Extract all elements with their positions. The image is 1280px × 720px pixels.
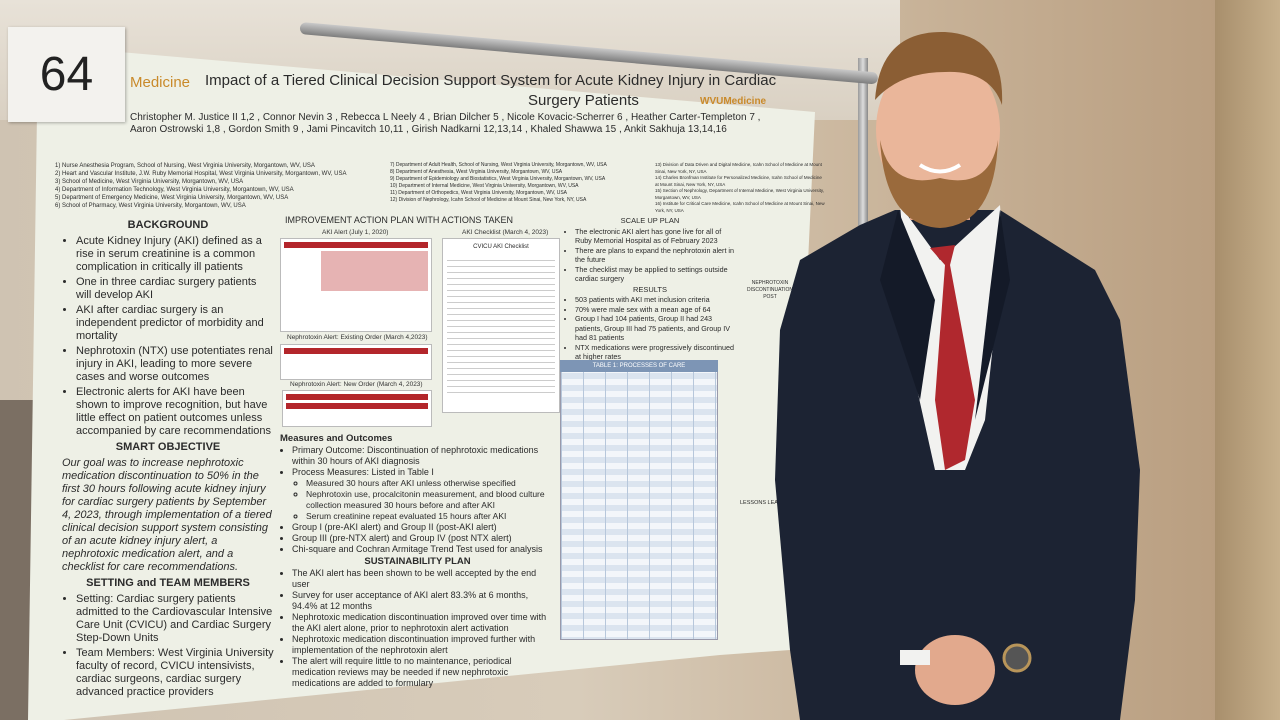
sustainability-heading: SUSTAINABILITY PLAN	[364, 556, 471, 567]
fig3-caption: Nephrotoxin Alert: New Order (March 4, 2…	[290, 381, 423, 388]
authors-line2: Aaron Ostrowski 1,8 , Gordon Smith 9 , J…	[130, 124, 727, 135]
right-column: SCALE UP PLAN The electronic AKI alert h…	[565, 215, 735, 362]
improvement-heading: IMPROVEMENT ACTION PLAN WITH ACTIONS TAK…	[285, 215, 514, 225]
poster-title: Impact of a Tiered Clinical Decision Sup…	[205, 72, 777, 89]
setting-item: Setting: Cardiac surgery patients admitt…	[76, 593, 274, 645]
wristwatch	[1002, 643, 1032, 673]
hand	[915, 635, 995, 705]
affiliation: 3) School of Medicine, West Virginia Uni…	[55, 179, 244, 185]
wall-pillar	[1215, 0, 1280, 720]
table-title: TABLE 1: PROCESSES OF CARE	[560, 360, 718, 372]
scale-up-item: The electronic AKI alert has gone live f…	[575, 227, 735, 246]
background-item: Acute Kidney Injury (AKI) defined as a r…	[76, 235, 274, 274]
affiliations-right: 13) Division of Data Driven and Digital …	[655, 162, 825, 214]
sustainability-item: Survey for user acceptance of AKI alert …	[292, 590, 555, 612]
checklist-caption: AKI Checklist (March 4, 2023)	[462, 229, 549, 236]
authors-line1: Christopher M. Justice II 1,2 , Connor N…	[130, 112, 761, 123]
affiliations-middle: 7) Department of Adult Health, School of…	[390, 162, 650, 214]
affiliation: 14) Charles Bronfman Institute for Perso…	[655, 175, 822, 187]
poster-number-sign: 64	[8, 27, 125, 122]
poster-stand	[858, 58, 868, 318]
scale-up-item: The checklist may be applied to settings…	[575, 265, 735, 284]
aki-alert-figure	[280, 238, 432, 332]
background-item: One in three cardiac surgery patients wi…	[76, 276, 274, 302]
affiliations: 1) Nurse Anesthesia Program, School of N…	[55, 162, 825, 214]
results-item: 503 patients with AKI met inclusion crit…	[575, 295, 735, 305]
presenter	[775, 31, 1140, 720]
nephrotoxin-new-figure	[282, 390, 432, 427]
shirt-cuff	[900, 650, 930, 665]
lapel-right	[975, 210, 1010, 420]
measures-heading: Measures and Outcomes	[280, 433, 393, 444]
background-item: AKI after cardiac surgery is an independ…	[76, 304, 274, 343]
affiliations-left: 1) Nurse Anesthesia Program, School of N…	[55, 162, 385, 214]
affiliation: 4) Department of Information Technology,…	[55, 187, 294, 193]
setting-heading: SETTING and TEAM MEMBERS	[86, 577, 250, 589]
smart-objective-text: Our goal was to increase nephrotoxic med…	[62, 457, 272, 573]
sustainability-item: The AKI alert has been shown to be well …	[292, 568, 555, 590]
lapel-left	[880, 210, 935, 400]
affiliation: 2) Heart and Vascular Institute, J.W. Ru…	[55, 171, 347, 177]
middle-column: Measures and Outcomes Primary Outcome: D…	[280, 432, 555, 689]
beard	[880, 140, 998, 228]
affiliation: 9) Department of Epidemiology and Biosta…	[390, 176, 606, 182]
setting-item: Team Members: West Virginia University f…	[76, 647, 274, 699]
face	[876, 52, 1000, 208]
affiliation: 7) Department of Adult Health, School of…	[390, 162, 607, 168]
sustainability-item: Nephrotoxic medication discontinuation i…	[292, 634, 555, 656]
measures-item: Process Measures: Listed in Table I	[292, 467, 555, 478]
poster-title-line2: Surgery Patients	[528, 92, 639, 109]
aki-checklist-figure: CVICU AKI Checklist	[442, 238, 560, 413]
results-heading: RESULTS	[632, 284, 668, 294]
authors: Christopher M. Justice II 1,2 , Connor N…	[130, 112, 790, 136]
affiliation: 11) Department of Orthopedics, West Virg…	[390, 190, 568, 196]
measures-subitem: Serum creatinine repeat evaluated 15 hou…	[306, 511, 555, 522]
affiliation: 1) Nurse Anesthesia Program, School of N…	[55, 163, 315, 169]
results-item: NTX medications were progressively disco…	[575, 343, 735, 362]
side-chart-title: NEPHROTOXIN DISCONTINUATION POST	[746, 280, 794, 300]
measures-item: Group III (pre-NTX alert) and Group IV (…	[292, 533, 555, 544]
affiliation: 12) Division of Nephrology, Icahn School…	[390, 197, 587, 203]
background-heading: BACKGROUND	[127, 219, 209, 231]
affiliation: 10) Department of Internal Medicine, Wes…	[390, 183, 579, 189]
wvu-medicine-logo: WVUMedicine	[700, 96, 767, 107]
left-column: BACKGROUND Acute Kidney Injury (AKI) def…	[62, 216, 274, 701]
measures-item: Primary Outcome: Discontinuation of neph…	[292, 445, 555, 467]
nephrotoxin-existing-figure	[280, 344, 432, 380]
results-item: 70% were male sex with a mean age of 64	[575, 305, 735, 315]
checklist-title: CVICU AKI Checklist	[473, 244, 529, 250]
medicine-logo: Medicine	[130, 74, 191, 91]
affiliation: 15) Section of Nephrology, Department of…	[655, 188, 824, 200]
fig1-caption: AKI Alert (July 1, 2020)	[322, 229, 389, 236]
scale-up-heading: SCALE UP PLAN	[620, 216, 680, 225]
hair	[875, 31, 1003, 105]
measures-item: Chi-square and Cochran Armitage Trend Te…	[292, 544, 555, 555]
affiliation: 8) Department of Anesthesia, West Virgin…	[390, 169, 563, 175]
smile	[918, 163, 962, 174]
background-item: Nephrotoxin (NTX) use potentiates renal …	[76, 345, 274, 384]
affiliation: 6) School of Pharmacy, West Virginia Uni…	[55, 203, 246, 209]
affiliation: 5) Department of Emergency Medicine, Wes…	[55, 195, 289, 201]
sustainability-item: The alert will require little to no main…	[292, 656, 555, 689]
results-item: Group I had 104 patients, Group II had 2…	[575, 314, 735, 343]
background-item: Electronic alerts for AKI have been show…	[76, 386, 274, 438]
processes-of-care-table	[560, 360, 718, 640]
affiliation: 13) Division of Data Driven and Digital …	[655, 162, 822, 174]
measures-subitem: Measured 30 hours after AKI unless other…	[306, 478, 555, 489]
measures-item: Group I (pre-AKI alert) and Group II (po…	[292, 522, 555, 533]
fig2-caption: Nephrotoxin Alert: Existing Order (March…	[287, 334, 428, 341]
lessons-heading: LESSONS LEARNED	[740, 500, 794, 506]
measures-subitem: Nephrotoxin use, procalcitonin measureme…	[306, 489, 555, 511]
affiliation: 16) Institute for Critical Care Medicine…	[655, 201, 825, 213]
scale-up-item: There are plans to expand the nephrotoxi…	[575, 246, 735, 265]
tie	[930, 245, 975, 470]
smart-objective-heading: SMART OBJECTIVE	[115, 441, 221, 453]
sustainability-item: Nephrotoxic medication discontinuation i…	[292, 612, 555, 634]
